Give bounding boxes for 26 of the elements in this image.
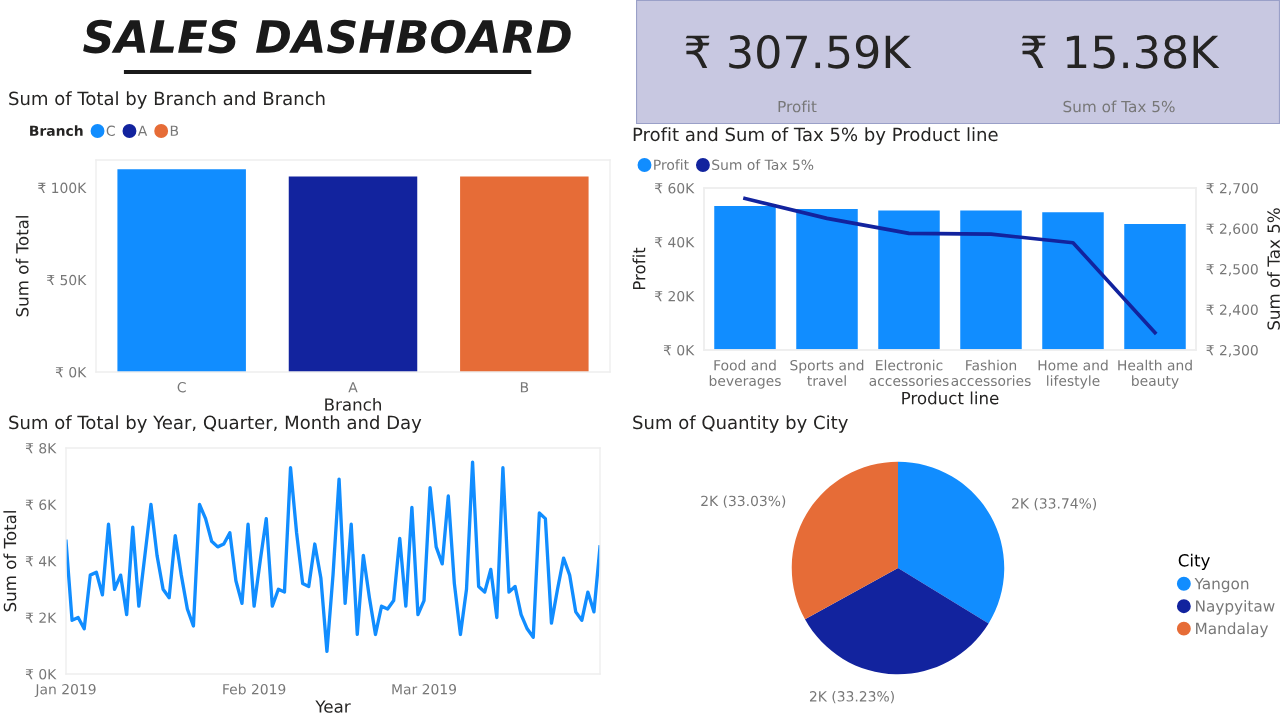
pie-slice <box>804 568 989 675</box>
bar <box>714 206 776 350</box>
bar <box>960 210 1022 350</box>
line-series <box>743 196 1157 335</box>
y-axis-title: Sum of Total <box>15 216 29 317</box>
chart-title: Profit and Sum of Tax 5% by Product line <box>633 127 998 145</box>
line-series <box>66 460 600 654</box>
legend-title: City <box>1178 553 1210 570</box>
x-axis-title: Product line <box>902 391 999 405</box>
text: SALES DASHBOARD <box>83 19 571 54</box>
x-axis-title: Branch <box>325 397 381 411</box>
y2-axis-title: Sum of Tax 5% <box>1267 208 1280 330</box>
bar <box>1124 223 1186 350</box>
text: ₹ 307.59K <box>685 35 912 69</box>
bar <box>878 210 940 350</box>
text: ₹ 15.38K <box>1021 35 1220 69</box>
y-axis-title: Sum of Total <box>3 511 17 612</box>
chart-title: Sum of Total by Year, Quarter, Month and Day <box>9 415 422 433</box>
bar <box>1042 212 1104 350</box>
pie-slice <box>791 461 898 620</box>
chart-title: Sum of Quantity by City <box>633 415 848 433</box>
chart-title: Sum of Total by Branch and Branch <box>9 91 325 109</box>
bar <box>796 209 858 350</box>
pie-slice <box>898 461 1005 624</box>
x-axis-title: Year <box>315 700 351 713</box>
y-axis-title: Profit <box>632 247 646 290</box>
